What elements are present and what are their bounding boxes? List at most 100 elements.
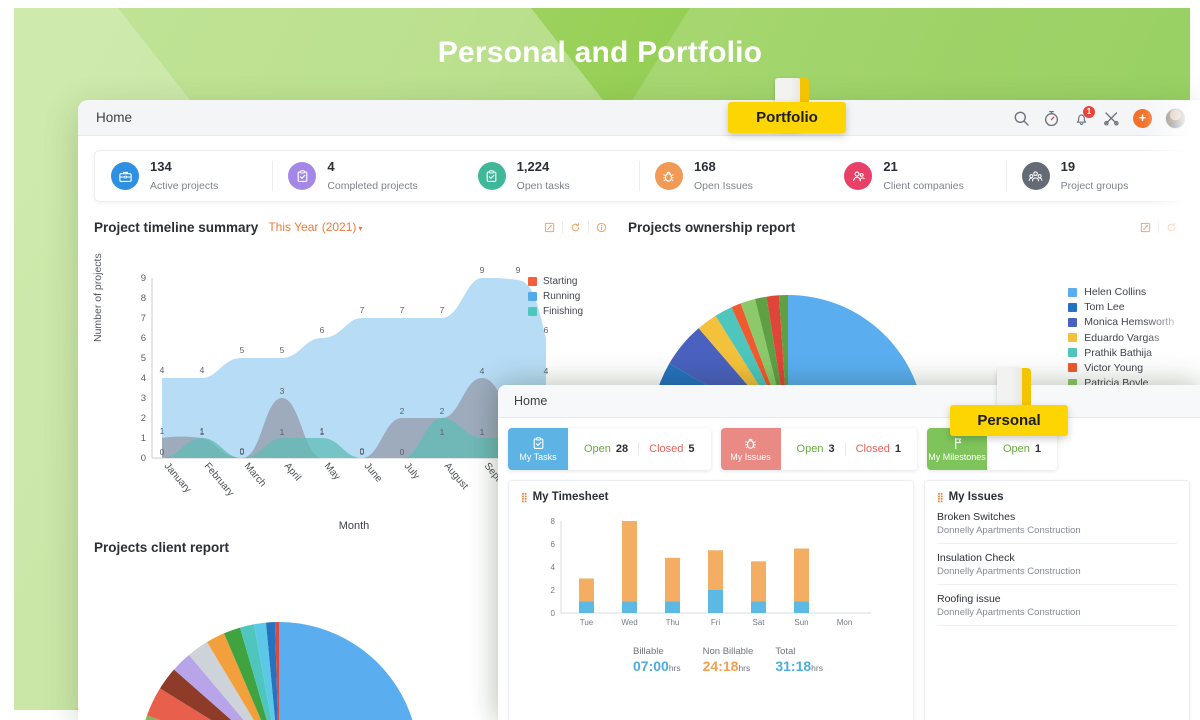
pie-slice	[240, 624, 272, 720]
svg-text:0: 0	[141, 453, 146, 464]
bar-segment	[751, 601, 766, 613]
pie-slice	[145, 715, 161, 720]
bar-segment	[665, 601, 680, 613]
pie-slice	[160, 669, 232, 720]
clipboard-check-icon	[288, 162, 317, 190]
strip-gap	[816, 151, 828, 201]
list-item[interactable]: Roofing issue Donnelly Apartments Constr…	[937, 585, 1177, 626]
billable-summary: Billable 07:00hrs	[633, 646, 681, 674]
svg-text:1: 1	[280, 427, 285, 437]
timeline-filter-dropdown[interactable]: This Year (2021) ▾	[268, 220, 363, 234]
tools-icon[interactable]	[1103, 110, 1120, 127]
add-icon[interactable]: +	[1133, 108, 1152, 128]
legend-label: Monica Hemsworth	[1084, 316, 1175, 329]
stat-card-open-issues[interactable]: 168 Open Issues	[638, 151, 816, 201]
panel-header: Projects ownership report	[628, 214, 1184, 240]
svg-text:9: 9	[480, 265, 485, 275]
client-pie-svg	[145, 622, 413, 720]
list-item[interactable]: Insulation Check Donnelly Apartments Con…	[937, 544, 1177, 585]
personal-window-header: Home	[498, 385, 1200, 418]
timer-icon[interactable]	[1043, 110, 1060, 127]
search-icon[interactable]	[1013, 110, 1030, 127]
pie-slice	[224, 627, 267, 720]
pane-title: ⣿ My Issues	[937, 491, 1177, 503]
svg-text:8: 8	[141, 293, 146, 304]
svg-text:May: May	[322, 461, 343, 483]
svg-text:Wed: Wed	[621, 618, 637, 627]
panel-title: Projects ownership report	[628, 219, 796, 235]
stat-card-completed-projects[interactable]: 4 Completed projects	[272, 151, 449, 201]
stat-label: Open Issues	[693, 180, 753, 192]
legend-label: Finishing	[543, 306, 584, 317]
pie-slice	[266, 622, 278, 720]
avatar[interactable]	[1165, 107, 1186, 129]
portfolio-callout-label: Portfolio	[728, 102, 846, 133]
svg-text:January: January	[162, 461, 193, 495]
svg-text:1: 1	[141, 433, 146, 444]
issue-project: Donnelly Apartments Construction	[937, 525, 1081, 536]
refresh-icon[interactable]	[562, 219, 588, 235]
legend-item: Finishing	[528, 306, 583, 317]
open-value: 28	[615, 443, 629, 455]
drag-handle-icon[interactable]: ⣿	[937, 491, 944, 502]
legend-swatch	[1068, 378, 1078, 388]
svg-text:1: 1	[200, 426, 205, 436]
pie-slice	[147, 688, 212, 720]
bar-segment	[579, 601, 594, 613]
stat-value: 134	[150, 159, 172, 174]
open-label: Open	[584, 443, 611, 455]
pie-slice	[254, 622, 276, 720]
my-tasks-tab-button[interactable]: My Tasks	[508, 428, 568, 470]
bar-segment	[708, 550, 723, 590]
timesheet-chart-svg: 0 2 4 6 8	[551, 517, 871, 627]
info-icon[interactable]	[588, 219, 614, 235]
svg-text:4: 4	[160, 365, 165, 375]
x-axis-label: Month	[338, 520, 370, 532]
my-issues-tab-button[interactable]: My Issues	[720, 428, 781, 470]
stat-card-active-projects[interactable]: 134 Active projects	[95, 151, 272, 201]
strip-gap	[450, 151, 462, 201]
total-unit: hrs	[811, 663, 823, 673]
stat-value: 21	[883, 159, 898, 174]
svg-text:Fri: Fri	[711, 618, 721, 627]
panel-header: Project timeline summary This Year (2021…	[94, 214, 614, 240]
tab-label: My Milestones	[928, 452, 986, 462]
legend-item: Running	[528, 291, 583, 302]
legend-label: Eduardo Vargas	[1084, 331, 1160, 344]
my-timesheet-pane: ⣿ My Timesheet 0 2 4 6 8	[508, 480, 914, 720]
legend-item: Victor Young	[1068, 362, 1180, 374]
svg-text:5: 5	[141, 353, 146, 364]
stat-card-client-companies[interactable]: 21 Client companies	[828, 151, 1005, 201]
personal-callout: Personal	[950, 368, 1070, 436]
area-series-finishing	[162, 418, 546, 458]
list-item[interactable]: Broken Switches Donnelly Apartments Cons…	[937, 503, 1177, 544]
issue-project: Donnelly Apartments Construction	[937, 607, 1081, 618]
tab-label: My Issues	[730, 452, 771, 462]
personal-window: Home My Tasks Open 28 Closed 5 My Issues O…	[498, 385, 1200, 720]
svg-text:2: 2	[440, 406, 445, 416]
open-count: Open 28	[584, 443, 628, 455]
open-label: Open	[796, 443, 824, 455]
drag-handle-icon[interactable]: ⣿	[521, 491, 528, 502]
svg-text:Tue: Tue	[580, 618, 594, 627]
timesheet-summary: Billable 07:00hrs Non Billable 24:18hrs …	[521, 646, 901, 674]
svg-text:June: June	[362, 461, 385, 485]
stat-card-open-tasks[interactable]: 1,224 Open tasks	[462, 151, 639, 201]
tab-my-tasks[interactable]: My Tasks Open 28 Closed 5	[508, 428, 711, 470]
expand-icon[interactable]	[1132, 219, 1158, 235]
tab-my-issues[interactable]: My Issues Open 3 Closed 1	[720, 428, 917, 470]
bell-icon[interactable]: 1	[1073, 105, 1095, 127]
expand-icon[interactable]	[536, 219, 562, 235]
stat-label: Open tasks	[516, 180, 570, 192]
bar-segment	[579, 578, 594, 602]
portfolio-callout: Portfolio	[728, 78, 848, 138]
briefcase-icon	[111, 162, 139, 190]
total-value: 31:18	[775, 658, 812, 674]
legend-item: Eduardo Vargas	[1068, 332, 1180, 344]
svg-text:7: 7	[400, 305, 405, 315]
refresh-icon[interactable]	[1158, 219, 1184, 235]
bar-segment	[665, 557, 680, 602]
stat-label: Project groups	[1060, 180, 1129, 192]
legend-swatch	[1068, 302, 1078, 312]
stat-card-project-groups[interactable]: 19 Project groups	[1005, 151, 1183, 201]
